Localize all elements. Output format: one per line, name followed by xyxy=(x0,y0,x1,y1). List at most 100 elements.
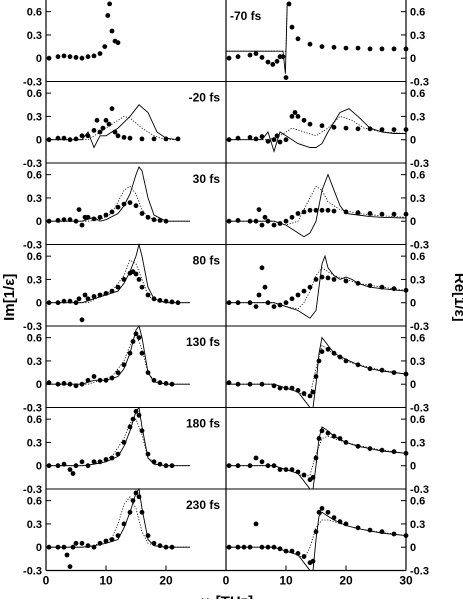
data-point-re-5-0 xyxy=(226,463,232,469)
y-tick-label-right: 0 xyxy=(410,298,416,310)
y-tick-label-right: 0.3 xyxy=(410,356,425,368)
y-tick-label-right: -0.3 xyxy=(410,240,429,252)
data-point-im-1-9 xyxy=(97,129,103,135)
data-point-re-3-12 xyxy=(295,292,301,298)
data-point-re-0-15 xyxy=(319,44,325,49)
data-point-re-1-4 xyxy=(259,134,265,140)
data-point-im-6-5 xyxy=(70,544,76,550)
data-point-im-4-12 xyxy=(121,362,127,368)
y-tick-label-right: -0.3 xyxy=(410,484,429,496)
data-point-im-2-4 xyxy=(73,218,79,224)
data-point-re-3-7 xyxy=(265,300,271,306)
data-point-im-1-15 xyxy=(115,133,121,139)
y-tick-label-right: 0.6 xyxy=(410,170,425,182)
dotted-curve-im-6 xyxy=(46,496,190,548)
data-point-re-2-19 xyxy=(343,209,349,215)
data-point-im-2-16 xyxy=(133,203,139,209)
data-point-im-1-14 xyxy=(112,129,118,135)
data-point-re-4-6 xyxy=(283,385,289,391)
data-point-re-5-3 xyxy=(253,455,259,461)
data-point-re-3-10 xyxy=(283,300,289,306)
solid-curve-re-4 xyxy=(226,336,407,408)
data-point-re-0-19 xyxy=(367,46,373,52)
data-point-im-5-5 xyxy=(73,463,79,469)
data-point-im-6-20 xyxy=(145,533,151,538)
data-point-re-6-8 xyxy=(277,546,283,552)
data-point-im-6-16 xyxy=(130,498,136,503)
data-point-re-0-13 xyxy=(295,36,301,42)
data-point-im-3-11 xyxy=(103,291,109,296)
data-point-im-0-8 xyxy=(97,51,103,56)
data-point-im-2-11 xyxy=(103,212,109,218)
data-point-im-2-14 xyxy=(121,201,127,207)
data-point-re-6-7 xyxy=(271,544,277,550)
y-tick-label-left: -0.3 xyxy=(23,158,42,170)
data-point-re-3-3 xyxy=(253,304,259,309)
data-point-re-4-3 xyxy=(259,381,265,387)
data-point-im-2-8 xyxy=(85,214,91,220)
data-point-im-5-23 xyxy=(169,463,175,469)
data-point-im-3-25 xyxy=(175,300,181,306)
data-point-im-2-13 xyxy=(115,204,121,210)
data-point-re-6-15 xyxy=(313,529,319,535)
y-tick-label-right: 0.3 xyxy=(410,437,425,449)
data-point-re-6-5 xyxy=(259,544,265,550)
data-point-re-6-17 xyxy=(319,506,325,511)
data-point-im-6-18 xyxy=(136,494,142,500)
data-point-re-3-14 xyxy=(307,284,313,290)
data-point-im-3-23 xyxy=(163,298,169,304)
dotted-curve-re-3 xyxy=(226,267,407,310)
y-tick-label-left: 0.6 xyxy=(27,251,42,263)
data-point-im-3-7 xyxy=(82,292,88,298)
data-point-im-1-17 xyxy=(127,135,133,141)
data-point-re-4-19 xyxy=(355,362,361,368)
solid-curve-re-6 xyxy=(226,511,407,571)
x-tick-label-left: 10 xyxy=(99,574,113,588)
data-point-im-3-3 xyxy=(67,298,73,304)
y-tick-label-right: -0.3 xyxy=(410,77,429,89)
data-point-re-4-15 xyxy=(325,346,331,352)
data-point-re-5-2 xyxy=(247,463,253,469)
data-point-re-1-8 xyxy=(277,139,283,145)
data-point-im-5-2 xyxy=(61,461,67,467)
data-point-im-4-9 xyxy=(103,377,109,383)
data-point-re-1-14 xyxy=(307,121,313,127)
y-tick-label-left: -0.3 xyxy=(23,240,42,252)
data-point-re-1-6 xyxy=(271,137,277,143)
data-point-im-4-6 xyxy=(85,377,91,383)
data-point-re-3-16 xyxy=(319,274,325,280)
data-point-im-6-13 xyxy=(115,533,121,538)
x-tick-label-left: 0 xyxy=(43,574,50,588)
data-point-im-3-5 xyxy=(76,296,82,302)
y-tick-label-right: 0.3 xyxy=(410,193,425,205)
y-tick-label-left: 0 xyxy=(36,542,42,554)
data-point-im-3-17 xyxy=(133,271,139,277)
data-point-re-5-4 xyxy=(259,459,265,465)
data-point-re-6-11 xyxy=(295,551,301,556)
data-point-re-6-18 xyxy=(325,509,331,515)
data-point-re-5-15 xyxy=(316,436,322,441)
data-point-re-3-17 xyxy=(325,275,331,281)
data-point-re-4-12 xyxy=(313,374,319,379)
data-point-im-4-11 xyxy=(115,370,121,375)
data-point-re-1-19 xyxy=(367,126,373,132)
data-point-re-2-21 xyxy=(367,211,373,216)
panel-label: -70 fs xyxy=(230,9,262,23)
data-point-im-4-13 xyxy=(127,350,133,356)
data-point-im-4-19 xyxy=(151,377,157,383)
data-point-re-5-19 xyxy=(337,436,343,441)
y-tick-label-right: 0.6 xyxy=(410,414,425,426)
data-point-re-2-16 xyxy=(319,207,325,213)
data-point-re-1-13 xyxy=(301,117,307,123)
data-point-re-4-22 xyxy=(391,370,397,375)
data-point-im-2-20 xyxy=(157,218,163,223)
data-point-re-2-5 xyxy=(259,222,265,228)
y-tick-label-left: 0 xyxy=(36,298,42,310)
data-point-im-3-8 xyxy=(85,296,91,302)
solid-curve-im-4 xyxy=(46,324,190,385)
solid-curve-im-6 xyxy=(46,487,190,548)
data-point-re-4-7 xyxy=(289,385,295,391)
data-point-re-1-11 xyxy=(292,110,298,115)
data-point-im-5-14 xyxy=(127,424,133,430)
data-point-im-6-1 xyxy=(55,544,61,550)
